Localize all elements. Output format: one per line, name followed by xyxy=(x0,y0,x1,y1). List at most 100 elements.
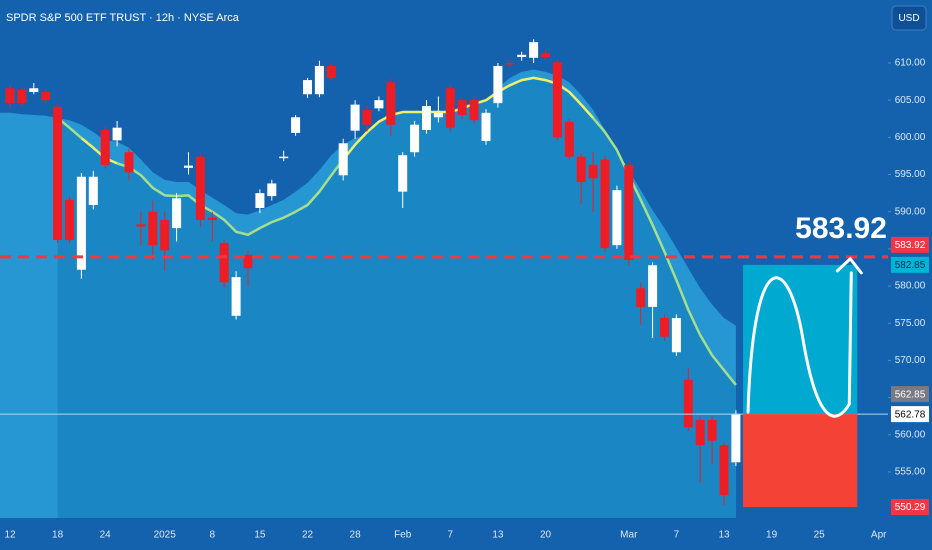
candle-body xyxy=(612,190,622,246)
candle-body xyxy=(481,112,491,142)
x-tick-label: Mar xyxy=(620,530,638,541)
candle-body xyxy=(541,53,550,58)
y-tick-label: 580.00 xyxy=(895,281,926,292)
x-tick-label: 19 xyxy=(766,530,778,541)
candle-body xyxy=(231,277,241,316)
x-tick-label: 24 xyxy=(100,530,112,541)
candle-body xyxy=(576,156,586,182)
candle-body xyxy=(53,106,63,240)
price-label-box xyxy=(891,236,929,253)
chart-title: SPDR S&P 500 ETF TRUST · 12h · NYSE Arca xyxy=(6,12,240,24)
candle-body xyxy=(303,80,312,95)
candle-body xyxy=(564,121,574,157)
price-label: 582.85 xyxy=(895,260,926,271)
candle-body xyxy=(683,379,693,428)
candle-body xyxy=(160,219,170,251)
x-tick-label: 25 xyxy=(814,530,826,541)
x-tick-label: 8 xyxy=(210,530,216,541)
y-tick-label: 600.00 xyxy=(895,132,926,143)
currency-button[interactable] xyxy=(891,5,927,31)
ma-line xyxy=(342,76,595,161)
stop-zone xyxy=(743,414,858,507)
candle-body xyxy=(707,419,717,441)
x-tick-label: 2025 xyxy=(154,530,177,541)
ma-line xyxy=(592,117,737,386)
candle-body xyxy=(255,193,265,208)
price-label-box xyxy=(891,386,929,403)
y-tick-label: 555.00 xyxy=(895,467,926,478)
ma-area xyxy=(117,159,344,519)
price-label: 583.92 xyxy=(895,240,926,251)
candle-body xyxy=(588,164,598,179)
candle-body xyxy=(279,156,289,159)
candle-body xyxy=(648,265,658,307)
x-tick-label: 13 xyxy=(718,530,730,541)
candle-body xyxy=(445,88,455,128)
candle-body xyxy=(422,106,431,130)
candle-body xyxy=(76,176,86,270)
x-tick-label: Apr xyxy=(871,530,887,541)
ma-line xyxy=(80,137,118,165)
candle-body xyxy=(469,100,479,121)
x-tick-label: 7 xyxy=(674,530,680,541)
target-zone xyxy=(743,264,858,415)
ma-line xyxy=(116,158,345,237)
candle-body xyxy=(552,62,562,138)
candle-body xyxy=(172,198,182,229)
candle-body xyxy=(41,91,51,101)
currency-label[interactable]: USD xyxy=(898,13,919,24)
candle-body xyxy=(529,42,539,58)
candle-body xyxy=(326,65,336,78)
candle-body xyxy=(695,419,705,446)
candle-body xyxy=(65,199,74,240)
candle-body xyxy=(338,143,348,176)
ma-area xyxy=(57,118,82,518)
candle-body xyxy=(195,156,205,220)
y-tick-label: 570.00 xyxy=(895,355,926,366)
candle-body xyxy=(17,89,27,104)
candle-body xyxy=(267,183,277,197)
candle-body xyxy=(505,62,515,65)
y-tick-label: 590.00 xyxy=(895,206,926,217)
x-tick-label: Feb xyxy=(394,530,412,541)
x-tick-label: 7 xyxy=(448,530,454,541)
candle-body xyxy=(410,124,420,153)
y-tick-label: 575.00 xyxy=(895,318,926,329)
candle-body xyxy=(374,100,384,109)
candle-body xyxy=(398,155,408,192)
candle-body xyxy=(433,112,443,118)
candle-body xyxy=(207,217,217,220)
candle-body xyxy=(350,104,360,131)
candle-body xyxy=(29,88,39,92)
candle-body xyxy=(731,413,741,463)
x-tick-label: 12 xyxy=(4,530,16,541)
candle-body xyxy=(624,164,634,261)
ma-area xyxy=(343,77,594,519)
drawn-curve xyxy=(746,271,853,418)
candle-body xyxy=(362,109,372,125)
candle-body xyxy=(517,54,527,58)
drawn-arrow-head xyxy=(835,256,863,275)
price-label: 562.78 xyxy=(895,409,926,420)
price-label: 562.85 xyxy=(895,389,926,400)
x-tick-label: 13 xyxy=(492,530,504,541)
price-annotation: 583.92 xyxy=(795,212,887,245)
x-tick-label: 22 xyxy=(302,530,314,541)
candle-body xyxy=(386,82,396,125)
candle-body xyxy=(112,127,122,141)
price-label-box xyxy=(891,498,929,515)
candle-body xyxy=(671,318,681,353)
candle-body xyxy=(184,165,193,168)
price-label-box xyxy=(891,256,929,273)
candle-body xyxy=(136,224,146,227)
candle-body xyxy=(719,445,729,496)
x-tick-label: 15 xyxy=(254,530,266,541)
candle-body xyxy=(219,242,229,283)
ma-area xyxy=(81,138,118,518)
price-label-box xyxy=(891,406,929,423)
candle-body xyxy=(100,129,110,165)
candle-body xyxy=(457,100,467,116)
y-tick-label: 560.00 xyxy=(895,429,926,440)
